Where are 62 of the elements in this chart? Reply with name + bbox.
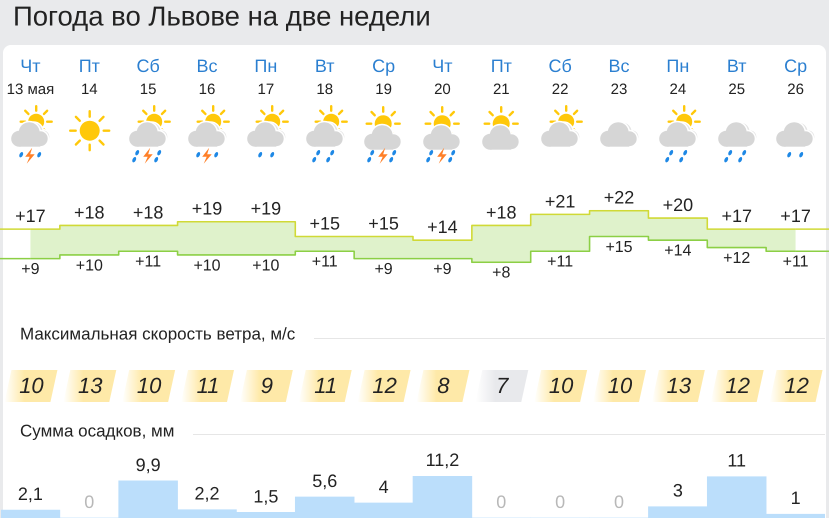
x-tick-label: Вт 18 [314, 56, 335, 98]
data-label: 0 [84, 492, 94, 512]
data-label: +11 [547, 254, 574, 271]
data-label: 11,2 [426, 450, 460, 470]
chart-title: Погода во Львове на две недели [13, 0, 431, 32]
data-label: +14 [664, 242, 692, 260]
x-tick-label: Пн 24 [666, 56, 690, 98]
data-label: +12 [723, 250, 750, 267]
data-label: 0 [614, 492, 624, 512]
x-tick-label: Пн 17 [254, 56, 278, 98]
data-label: 0 [496, 492, 506, 512]
data-label: +8 [492, 264, 511, 282]
data-label: 11 [727, 450, 746, 471]
data-label: 10 [19, 373, 44, 398]
data-label: 10 [136, 373, 162, 398]
data-label: 12 [372, 373, 397, 398]
data-label: +9 [433, 261, 452, 278]
data-label: +11 [312, 254, 338, 271]
data-label: +10 [252, 257, 280, 274]
data-label: +15 [605, 238, 633, 256]
data-label: 12 [725, 373, 750, 398]
x-tick-label: Сб 15 [136, 56, 160, 98]
data-label: 0 [555, 492, 566, 512]
data-label: 11 [196, 373, 220, 398]
x-tick-label: Чт 20 [432, 56, 453, 98]
data-label: 10 [608, 373, 633, 398]
data-label: 10 [548, 373, 574, 398]
data-label: 11 [314, 373, 338, 398]
data-label: 4 [378, 476, 389, 497]
x-tick-label: Ср 19 [372, 56, 396, 98]
data-label: 1 [790, 488, 801, 508]
data-label: +9 [374, 261, 393, 278]
data-label: +20 [662, 195, 694, 216]
data-label: +22 [604, 188, 634, 208]
data-label: 5,6 [312, 470, 338, 491]
chart-title: Сумма осадков, мм [20, 422, 174, 441]
data-label: 9 [260, 373, 273, 398]
data-label: 1,5 [253, 486, 278, 506]
x-tick-label: Пт 21 [490, 56, 512, 98]
data-label: 9,9 [136, 454, 161, 475]
data-label: +11 [135, 254, 162, 271]
x-tick-label: Вс 23 [608, 56, 630, 98]
x-tick-label: Вс 16 [196, 56, 218, 98]
data-label: 7 [496, 373, 510, 398]
x-tick-label: Ср 26 [784, 56, 808, 98]
x-tick-label: Вт 25 [726, 56, 747, 98]
x-tick-label: Сб 22 [548, 56, 572, 98]
data-label: 3 [672, 480, 683, 501]
text: Максимальная скорость ветра, м/с [20, 324, 296, 344]
data-label: +10 [193, 257, 221, 274]
x-tick-label: Чт 13 мая [6, 56, 54, 98]
data-label: +10 [76, 257, 103, 274]
x-tick-label: Пт 14 [78, 56, 100, 98]
data-label: +11 [782, 254, 809, 271]
data-label: 13 [78, 373, 104, 398]
data-label: +9 [21, 261, 40, 278]
data-label: 2,1 [18, 484, 43, 504]
data-label: 13 [666, 373, 692, 398]
data-label: +21 [544, 191, 576, 212]
data-label: 12 [784, 373, 809, 398]
data-label: 8 [437, 373, 450, 398]
data-label: 2,2 [194, 484, 220, 504]
